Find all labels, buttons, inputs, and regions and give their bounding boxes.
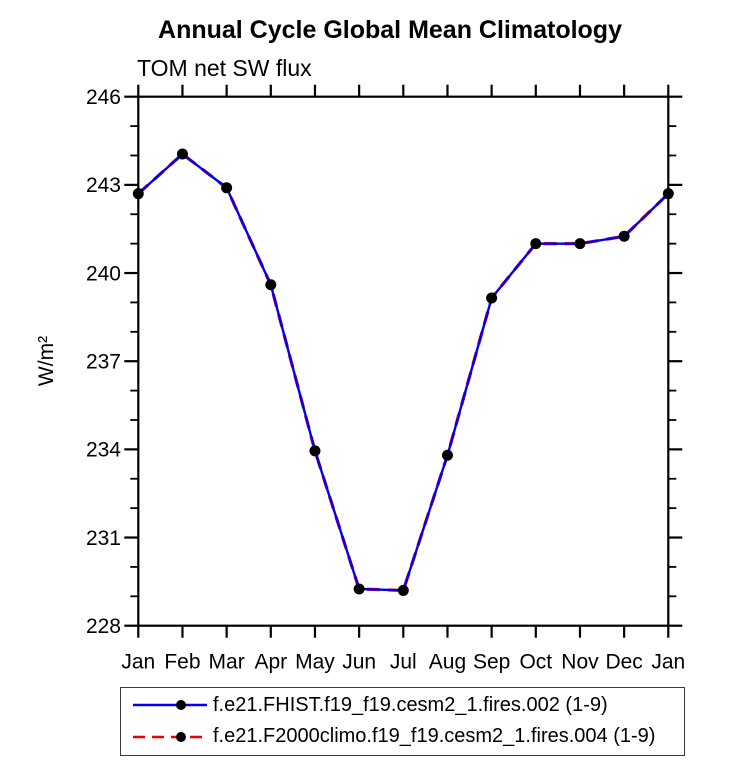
y-tick-label: 231: [86, 527, 121, 550]
data-point: [618, 230, 630, 242]
month-label: Jan: [121, 650, 155, 673]
data-point: [574, 238, 586, 250]
plot-frame: [137, 95, 670, 627]
data-point: [309, 445, 321, 457]
month-label: Jul: [390, 650, 417, 673]
data-point: [176, 148, 188, 160]
data-point: [486, 292, 498, 304]
data-point: [530, 238, 542, 250]
y-tick-label: 234: [86, 439, 121, 462]
y-tick-label: 243: [86, 174, 121, 197]
month-label: Sep: [473, 650, 510, 673]
y-tick-label: 246: [86, 86, 121, 109]
series-line-f2000climo: [137, 151, 670, 593]
legend-box: f.e21.FHIST.f19_f19.cesm2_1.fires.002 (1…: [120, 687, 685, 756]
legend-marker-dot: [176, 700, 186, 711]
data-point: [221, 182, 233, 194]
y-axis-ticks: 228 231 234 237 240 243 246: [86, 86, 683, 638]
y-tick-label: 240: [86, 262, 121, 285]
month-label: Jan: [651, 650, 685, 673]
data-point: [441, 449, 453, 461]
month-label: Jun: [342, 650, 376, 673]
legend-entry-fhist: f.e21.FHIST.f19_f19.cesm2_1.fires.002 (1…: [131, 690, 684, 720]
month-label: Apr: [254, 650, 287, 673]
month-label: Aug: [429, 650, 466, 673]
series-line-fhist: [137, 152, 670, 592]
month-label: Mar: [209, 650, 245, 673]
y-tick-label: 228: [86, 615, 121, 638]
data-point-markers: [132, 148, 674, 596]
chart-title: Annual Cycle Global Mean Climatology: [158, 16, 622, 44]
month-label: Dec: [605, 650, 642, 673]
legend-label-f2000climo: f.e21.F2000climo.f19_f19.cesm2_1.fires.0…: [213, 725, 656, 748]
legend-label-fhist: f.e21.FHIST.f19_f19.cesm2_1.fires.002 (1…: [213, 693, 608, 716]
chart-subtitle: TOM net SW flux: [137, 55, 312, 81]
data-point: [265, 279, 277, 291]
x-axis-ticks: Jan Feb Mar Apr May Jun Jul Aug Sep Oct Nov Dec Jan: [121, 84, 685, 673]
legend-marker-dot: [176, 731, 186, 742]
month-label: Oct: [519, 650, 552, 673]
data-point: [353, 583, 365, 595]
data-point: [397, 584, 409, 596]
month-label: Nov: [561, 650, 599, 673]
month-label: Feb: [164, 650, 200, 673]
legend-line-sample-dashed: [133, 731, 207, 742]
data-point: [132, 188, 144, 200]
legend-line-sample-solid: [133, 700, 207, 711]
legend-entry-f2000climo: f.e21.F2000climo.f19_f19.cesm2_1.fires.0…: [131, 722, 684, 752]
y-tick-label: 237: [86, 351, 121, 374]
data-point: [662, 188, 674, 200]
month-label: May: [295, 650, 335, 673]
